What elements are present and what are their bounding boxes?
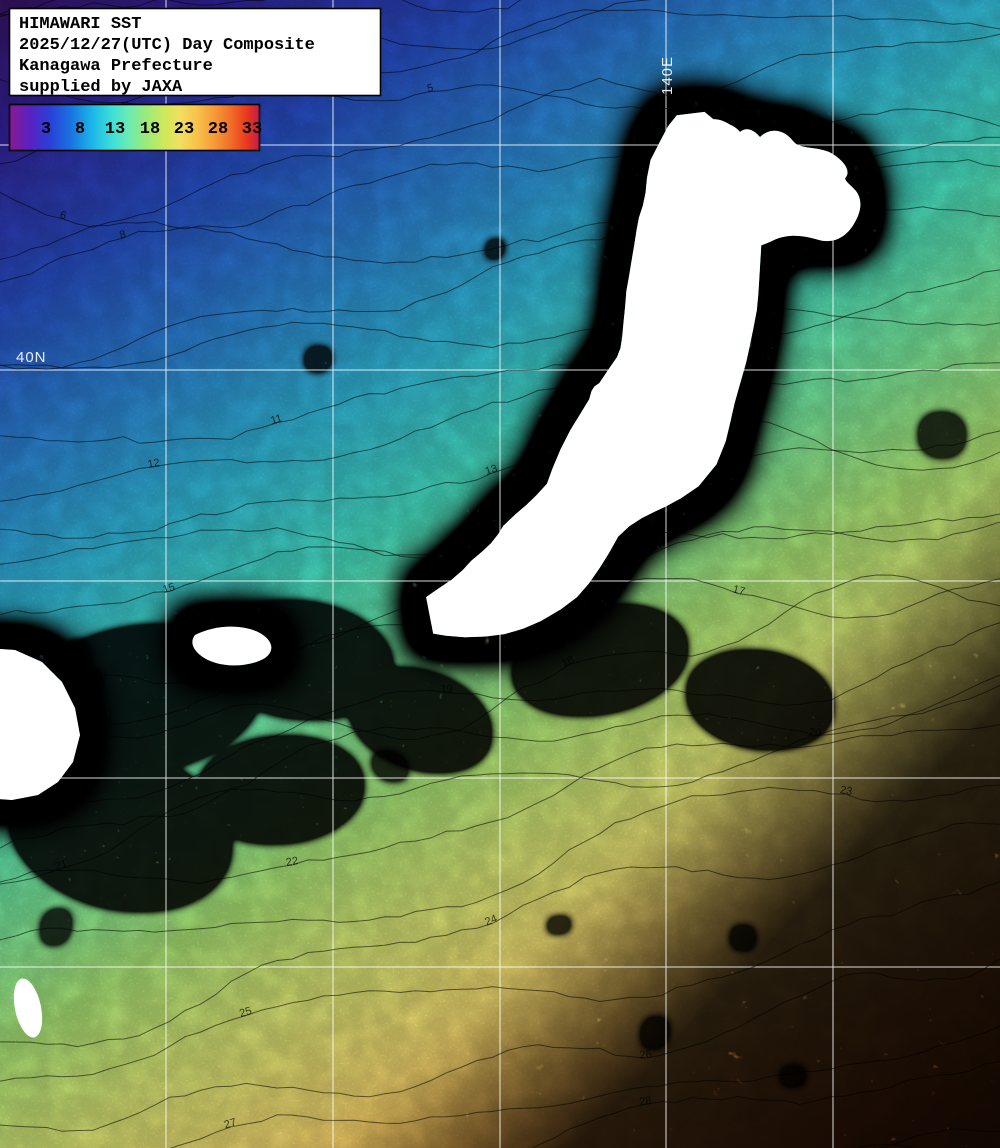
svg-text:13: 13 [105,120,125,139]
svg-text:23: 23 [839,784,853,798]
svg-text:9: 9 [735,230,741,242]
svg-text:28: 28 [208,120,228,139]
svg-text:3: 3 [41,120,51,139]
svg-text:18: 18 [140,120,160,139]
svg-text:140E: 140E [659,56,676,95]
svg-text:supplied by JAXA: supplied by JAXA [19,78,183,97]
svg-text:22: 22 [285,855,299,869]
svg-text:19: 19 [440,683,453,696]
svg-text:20: 20 [809,726,822,739]
svg-text:33: 33 [242,120,262,139]
svg-text:26: 26 [639,1049,652,1062]
svg-text:40N: 40N [16,349,47,366]
svg-text:2025/12/27(UTC) Day Composite: 2025/12/27(UTC) Day Composite [19,36,315,55]
svg-text:Kanagawa Prefecture: Kanagawa Prefecture [19,57,213,76]
svg-text:7: 7 [781,139,788,152]
svg-text:23: 23 [174,120,194,139]
svg-text:28: 28 [638,1094,652,1108]
svg-text:10: 10 [624,319,636,331]
svg-text:12: 12 [147,457,161,471]
svg-text:HIMAWARI SST: HIMAWARI SST [19,15,141,34]
svg-text:8: 8 [75,120,85,139]
